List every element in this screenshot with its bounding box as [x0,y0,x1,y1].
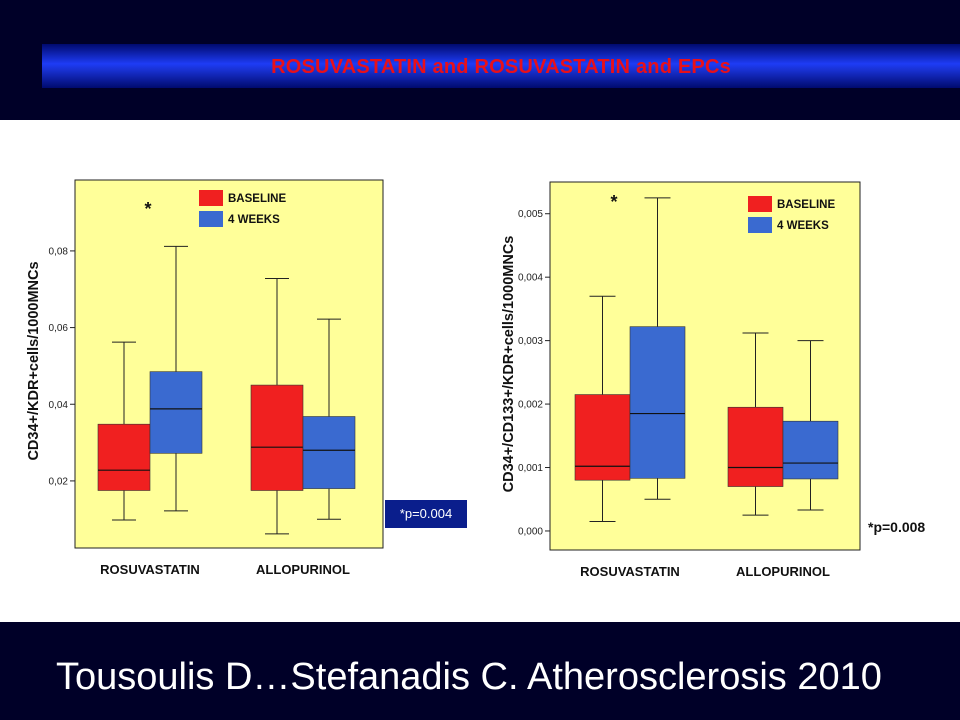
title-band: ROSUVASTATIN and ROSUVASTATIN and EPCs [42,44,960,88]
chart2-box-baseline [727,406,784,487]
chart2-category-label: ROSUVASTATIN [580,564,680,579]
chart1-box-baseline [97,423,151,491]
chart2-plot-area [549,181,861,551]
chart1-y-tick-label: 0,08 [49,246,69,257]
chart1-category-label: ALLOPURINOL [256,562,350,577]
chart1-box-baseline [250,384,304,491]
chart1-box-4weeks [302,416,356,489]
chart2-box-4weeks [629,326,686,479]
chart2-y-tick-label: 0,000 [518,526,543,537]
chart2-legend-swatch [748,196,772,212]
chart1-y-tick-label: 0,02 [49,476,69,487]
chart1-legend-swatch [199,190,223,206]
chart2-y-tick-label: 0,004 [518,273,543,284]
chart1: 0,02 0,04 0,06 0,08 ROSUVASTATIN ALLOPURINOL B… [49,179,384,577]
chart2-y-tick-label: 0,005 [518,209,543,220]
chart1-plot-area [74,179,384,549]
chart2-legend-swatch [748,217,772,233]
chart1-significance-asterisk: * [144,199,151,219]
chart1-box-4weeks [149,371,203,454]
chart1-y-tick-label: 0,04 [49,400,69,411]
chart1-p-value-box: *p=0.004 [384,499,468,529]
chart2: 0,000 0,001 0,002 0,003 0,004 0,005 ROSUVASTAT… [518,181,861,579]
chart2-significance-asterisk: * [610,192,617,212]
chart1-legend-swatch [199,211,223,227]
chart1-legend-label: 4 WEEKS [228,214,280,226]
chart2-y-tick-label: 0,001 [518,463,543,474]
chart1-legend-label: BASELINE [228,193,286,205]
chart2-y-tick-label: 0,002 [518,400,543,411]
chart1-y-tick-label: 0,06 [49,323,69,334]
chart2-y-tick-label: 0,003 [518,336,543,347]
chart2-legend-label: 4 WEEKS [777,220,829,232]
chart2-legend-label: BASELINE [777,199,835,211]
chart2-box-4weeks [782,420,839,480]
chart2-p-value: *p=0.008 [868,519,926,535]
citation: Tousoulis D…Stefanadis C. Atherosclerosi… [56,656,882,698]
chart2-box-baseline [574,394,631,481]
chart1-category-label: ROSUVASTATIN [100,562,200,577]
slide-title: ROSUVASTATIN and ROSUVASTATIN and EPCs [271,56,731,78]
chart2-category-label: ALLOPURINOL [736,564,830,579]
